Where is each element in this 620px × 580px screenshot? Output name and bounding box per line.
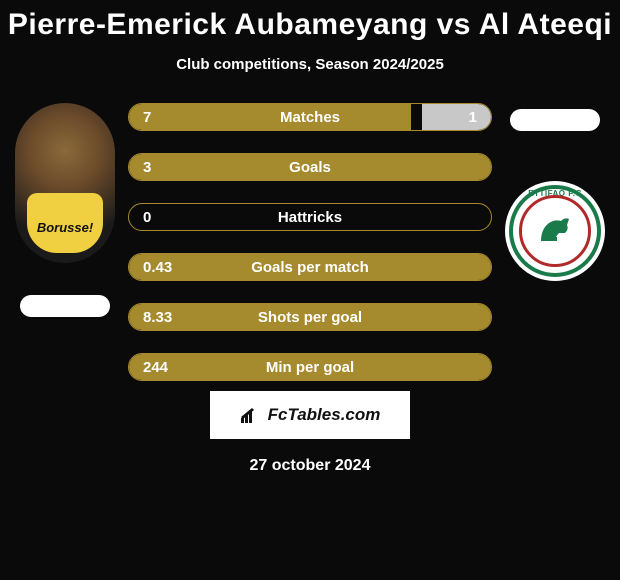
page-title: Pierre-Emerick Aubameyang vs Al Ateeqi [8, 8, 612, 42]
stat-label: Hattricks [129, 209, 491, 226]
stat-bar: 3Goals [128, 153, 492, 181]
right-club-logo: ETTIFAQ F.C [505, 181, 605, 281]
stat-label: Min per goal [129, 359, 491, 376]
stat-bar: 244Min per goal [128, 353, 492, 381]
footer-site-text: FcTables.com [268, 405, 381, 425]
horse-icon [535, 211, 575, 247]
main-row: Borusse! 71Matches 3Goals 0Hattricks 0.43Go… [0, 103, 620, 381]
left-player-column: Borusse! [10, 103, 120, 317]
stats-column: 71Matches 3Goals 0Hattricks 0.43Goals per m… [120, 103, 500, 381]
stat-bar: 8.33Shots per goal [128, 303, 492, 331]
footer-date: 27 october 2024 [250, 457, 371, 475]
right-player-namebar [510, 109, 600, 131]
left-player-avatar: Borusse! [15, 103, 115, 263]
jersey-text: Borusse! [15, 220, 115, 235]
club-logo-label: ETTIFAQ F.C [528, 189, 582, 198]
fctables-logo-icon [240, 406, 262, 424]
stat-bar: 71Matches [128, 103, 492, 131]
comparison-card: Pierre-Emerick Aubameyang vs Al Ateeqi C… [0, 0, 620, 580]
stat-bar: 0Hattricks [128, 203, 492, 231]
stat-label: Goals [129, 159, 491, 176]
footer-badge[interactable]: FcTables.com [210, 391, 410, 439]
page-subtitle: Club competitions, Season 2024/2025 [176, 56, 444, 73]
stat-label: Matches [129, 109, 491, 126]
stat-bar: 0.43Goals per match [128, 253, 492, 281]
right-player-column: ETTIFAQ F.C [500, 103, 610, 281]
left-player-namebar [20, 295, 110, 317]
stat-label: Shots per goal [129, 309, 491, 326]
stat-label: Goals per match [129, 259, 491, 276]
